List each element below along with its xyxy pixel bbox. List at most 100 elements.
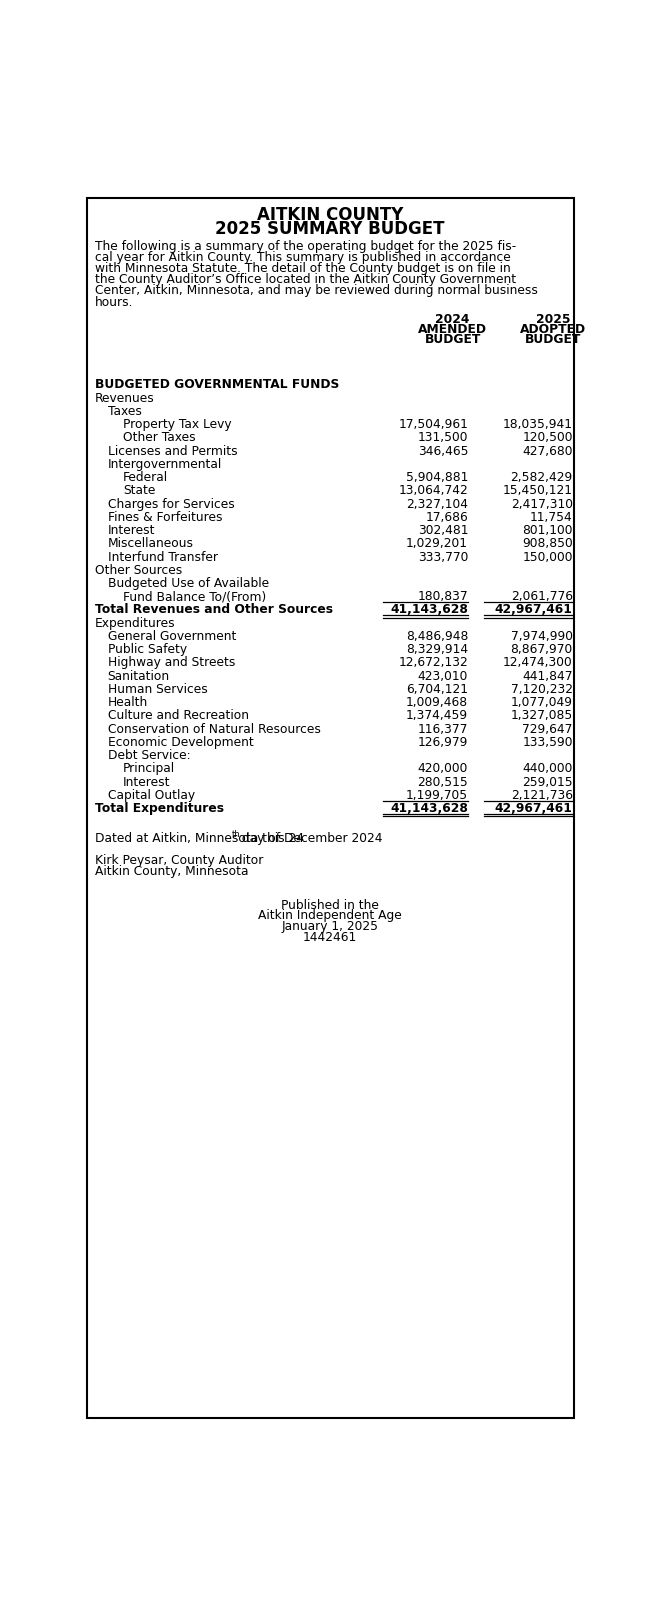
- Text: Health: Health: [108, 696, 148, 709]
- Text: the County Auditor’s Office located in the Aitkin County Government: the County Auditor’s Office located in t…: [95, 274, 516, 286]
- Text: 42,967,461: 42,967,461: [495, 802, 573, 814]
- Text: Public Safety: Public Safety: [108, 643, 187, 656]
- Text: 15,450,121: 15,450,121: [502, 485, 573, 498]
- Text: BUDGETED GOVERNMENTAL FUNDS: BUDGETED GOVERNMENTAL FUNDS: [95, 378, 339, 392]
- Text: Economic Development: Economic Development: [108, 736, 253, 749]
- Text: Aitkin Independent Age: Aitkin Independent Age: [258, 909, 402, 922]
- Text: 12,474,300: 12,474,300: [503, 656, 573, 669]
- Text: 13,064,742: 13,064,742: [399, 485, 468, 498]
- Text: 12,672,132: 12,672,132: [399, 656, 468, 669]
- Text: January 1, 2025: January 1, 2025: [282, 920, 379, 933]
- Text: 2025: 2025: [536, 314, 571, 326]
- Text: Interfund Transfer: Interfund Transfer: [108, 550, 218, 563]
- Text: 1,327,085: 1,327,085: [510, 709, 573, 723]
- Text: cal year for Aitkin County. This summary is published in accordance: cal year for Aitkin County. This summary…: [95, 251, 510, 264]
- Text: 441,847: 441,847: [522, 670, 573, 683]
- Text: 801,100: 801,100: [522, 525, 573, 538]
- Text: 1,077,049: 1,077,049: [511, 696, 573, 709]
- Text: Budgeted Use of Available: Budgeted Use of Available: [108, 578, 269, 590]
- Text: 6,704,121: 6,704,121: [406, 683, 468, 696]
- Text: 423,010: 423,010: [418, 670, 468, 683]
- Text: AMENDED: AMENDED: [418, 323, 487, 336]
- Text: Culture and Recreation: Culture and Recreation: [108, 709, 249, 723]
- Text: 8,329,914: 8,329,914: [406, 643, 468, 656]
- Text: with Minnesota Statute. The detail of the County budget is on file in: with Minnesota Statute. The detail of th…: [95, 262, 510, 275]
- Text: 280,515: 280,515: [417, 776, 468, 789]
- Text: Expenditures: Expenditures: [95, 616, 175, 630]
- Text: 8,486,948: 8,486,948: [406, 630, 468, 643]
- Text: Highway and Streets: Highway and Streets: [108, 656, 235, 669]
- Text: 18,035,941: 18,035,941: [502, 418, 573, 430]
- Text: 131,500: 131,500: [417, 432, 468, 445]
- Text: Federal: Federal: [123, 470, 168, 485]
- Text: Revenues: Revenues: [95, 392, 154, 405]
- Text: Debt Service:: Debt Service:: [108, 749, 190, 762]
- Text: Total Revenues and Other Sources: Total Revenues and Other Sources: [95, 603, 333, 616]
- Text: Capital Outlay: Capital Outlay: [108, 789, 195, 802]
- Text: 1,374,459: 1,374,459: [406, 709, 468, 723]
- Text: 908,850: 908,850: [522, 538, 573, 550]
- Text: Taxes: Taxes: [108, 405, 142, 418]
- Text: 41,143,628: 41,143,628: [390, 802, 468, 814]
- Text: Aitkin County, Minnesota: Aitkin County, Minnesota: [95, 866, 248, 878]
- Text: 120,500: 120,500: [522, 432, 573, 445]
- Text: 2024: 2024: [435, 314, 470, 326]
- Text: 346,465: 346,465: [417, 445, 468, 458]
- Text: State: State: [123, 485, 155, 498]
- Text: Intergovernmental: Intergovernmental: [108, 458, 222, 470]
- Text: Principal: Principal: [123, 763, 175, 776]
- Text: Kirk Peysar, County Auditor: Kirk Peysar, County Auditor: [95, 854, 263, 867]
- Text: 2,582,429: 2,582,429: [510, 470, 573, 485]
- Text: 427,680: 427,680: [522, 445, 573, 458]
- Text: Other Sources: Other Sources: [95, 563, 182, 576]
- Text: Sanitation: Sanitation: [108, 670, 170, 683]
- Text: Published in the: Published in the: [281, 899, 379, 912]
- Text: Miscellaneous: Miscellaneous: [108, 538, 194, 550]
- Text: Total Expenditures: Total Expenditures: [95, 802, 224, 814]
- Text: BUDGET: BUDGET: [424, 333, 481, 346]
- Text: 1442461: 1442461: [303, 931, 357, 944]
- Text: Conservation of Natural Resources: Conservation of Natural Resources: [108, 723, 321, 736]
- Text: Fund Balance To/(From): Fund Balance To/(From): [123, 590, 266, 603]
- Text: 7,974,990: 7,974,990: [511, 630, 573, 643]
- Text: 333,770: 333,770: [418, 550, 468, 563]
- Text: 11,754: 11,754: [530, 510, 573, 523]
- Text: General Government: General Government: [108, 630, 236, 643]
- Text: 420,000: 420,000: [418, 763, 468, 776]
- Text: 729,647: 729,647: [522, 723, 573, 736]
- Text: 116,377: 116,377: [418, 723, 468, 736]
- Text: 133,590: 133,590: [522, 736, 573, 749]
- Text: hours.: hours.: [95, 296, 133, 309]
- Text: 440,000: 440,000: [522, 763, 573, 776]
- Text: 1,199,705: 1,199,705: [406, 789, 468, 802]
- Text: 150,000: 150,000: [522, 550, 573, 563]
- Text: Charges for Services: Charges for Services: [108, 498, 235, 510]
- Text: day of December 2024: day of December 2024: [238, 832, 382, 845]
- Text: ADOPTED: ADOPTED: [521, 323, 586, 336]
- Text: 7,120,232: 7,120,232: [511, 683, 573, 696]
- Text: Property Tax Levy: Property Tax Levy: [123, 418, 232, 430]
- Text: 17,686: 17,686: [425, 510, 468, 523]
- Text: 17,504,961: 17,504,961: [398, 418, 468, 430]
- Text: Human Services: Human Services: [108, 683, 208, 696]
- Text: 41,143,628: 41,143,628: [390, 603, 468, 616]
- Text: 2,327,104: 2,327,104: [406, 498, 468, 510]
- Text: 259,015: 259,015: [522, 776, 573, 789]
- Text: 1,029,201: 1,029,201: [406, 538, 468, 550]
- Text: 2025 SUMMARY BUDGET: 2025 SUMMARY BUDGET: [215, 219, 445, 238]
- Text: 2,121,736: 2,121,736: [511, 789, 573, 802]
- Text: 2,417,310: 2,417,310: [511, 498, 573, 510]
- Text: Interest: Interest: [108, 525, 155, 538]
- Text: 8,867,970: 8,867,970: [510, 643, 573, 656]
- Text: 5,904,881: 5,904,881: [406, 470, 468, 485]
- Text: Interest: Interest: [123, 776, 171, 789]
- Text: 42,967,461: 42,967,461: [495, 603, 573, 616]
- Text: 180,837: 180,837: [417, 590, 468, 603]
- Text: The following is a summary of the operating budget for the 2025 fis-: The following is a summary of the operat…: [95, 240, 516, 253]
- Text: 1,009,468: 1,009,468: [406, 696, 468, 709]
- Text: 302,481: 302,481: [417, 525, 468, 538]
- Text: Fines & Forfeitures: Fines & Forfeitures: [108, 510, 223, 523]
- Text: 2,061,776: 2,061,776: [511, 590, 573, 603]
- Text: Center, Aitkin, Minnesota, and may be reviewed during normal business: Center, Aitkin, Minnesota, and may be re…: [95, 285, 537, 298]
- Text: Other Taxes: Other Taxes: [123, 432, 196, 445]
